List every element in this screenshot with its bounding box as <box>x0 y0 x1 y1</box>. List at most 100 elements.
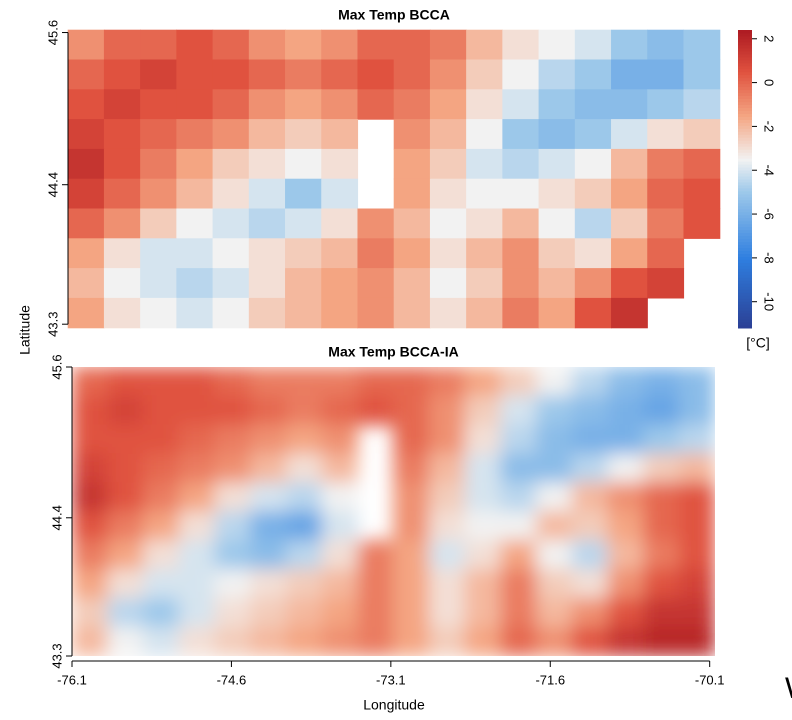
cell <box>357 209 394 239</box>
cell <box>249 179 286 209</box>
cell <box>213 60 250 90</box>
colorbar-step <box>738 131 752 134</box>
cell <box>683 149 720 179</box>
cell <box>249 30 286 60</box>
cell <box>179 453 215 483</box>
cell <box>140 119 177 149</box>
cell <box>143 598 179 628</box>
y-tick-label: 45.6 <box>49 354 64 379</box>
cell <box>68 119 105 149</box>
cell <box>107 540 143 570</box>
cell <box>140 209 177 239</box>
cell <box>179 598 215 628</box>
cell <box>104 30 141 60</box>
cell <box>643 511 679 541</box>
cell <box>107 598 143 628</box>
cell <box>429 396 465 426</box>
cell <box>321 60 358 90</box>
cell <box>536 425 572 455</box>
colorbar-step <box>738 265 752 268</box>
cell <box>176 30 213 60</box>
cell <box>465 511 501 541</box>
colorbar-tick-label: -6 <box>762 208 777 220</box>
cell <box>539 30 576 60</box>
cell <box>68 30 105 60</box>
cell <box>72 540 108 570</box>
cell <box>321 298 358 328</box>
colorbar-step <box>738 78 752 81</box>
cell <box>357 540 393 570</box>
colorbar-step <box>738 295 752 298</box>
cell <box>611 30 648 60</box>
cell <box>104 268 141 298</box>
cell <box>357 268 394 298</box>
colorbar-step <box>738 188 752 191</box>
colorbar-step <box>738 39 752 42</box>
colorbar-step <box>738 271 752 274</box>
cell <box>643 396 679 426</box>
cell <box>608 511 644 541</box>
cell <box>539 119 576 149</box>
cell <box>539 149 576 179</box>
cell <box>394 179 431 209</box>
cell <box>500 453 536 483</box>
cell <box>285 298 322 328</box>
cell <box>215 425 251 455</box>
cell <box>502 119 539 149</box>
cell <box>465 598 501 628</box>
colorbar-step <box>738 245 752 248</box>
cell <box>575 89 612 119</box>
cell <box>608 540 644 570</box>
cell <box>215 482 251 512</box>
colorbar-step <box>738 256 752 259</box>
colorbar-tick-label: -8 <box>762 252 777 264</box>
cell <box>249 268 286 298</box>
colorbar-step <box>738 66 752 69</box>
cell <box>322 367 358 397</box>
colorbar-step <box>738 63 752 66</box>
cell <box>393 367 429 397</box>
cell <box>536 396 572 426</box>
colorbar-step <box>738 33 752 36</box>
colorbar-step <box>738 93 752 96</box>
cell <box>394 119 431 149</box>
cell <box>643 367 679 397</box>
colorbar-step <box>738 107 752 110</box>
colorbar-step <box>738 274 752 277</box>
cell <box>430 119 467 149</box>
cell <box>357 396 393 426</box>
cell <box>430 30 467 60</box>
cell <box>394 89 431 119</box>
cell <box>393 569 429 599</box>
cell <box>104 298 141 328</box>
colorbar-step <box>738 254 752 257</box>
cell <box>321 119 358 149</box>
cell <box>394 60 431 90</box>
cell <box>575 179 612 209</box>
cell <box>213 298 250 328</box>
cell <box>68 149 105 179</box>
cell <box>683 60 720 90</box>
cell <box>500 569 536 599</box>
colorbar-step <box>738 45 752 48</box>
cell <box>393 540 429 570</box>
y-tick-label: 44.4 <box>49 505 64 530</box>
cell <box>608 367 644 397</box>
cell <box>575 209 612 239</box>
cell <box>466 298 503 328</box>
cell <box>536 627 572 657</box>
cell <box>250 396 286 426</box>
cell <box>321 209 358 239</box>
cut-off-text: W <box>785 672 792 705</box>
cell <box>322 569 358 599</box>
colorbar-step <box>738 209 752 212</box>
colorbar-step <box>738 54 752 57</box>
colorbar-step <box>738 298 752 301</box>
colorbar-step <box>738 155 752 158</box>
cell <box>394 209 431 239</box>
colorbar-step <box>738 122 752 125</box>
cell <box>107 453 143 483</box>
raster-smooth <box>72 367 716 657</box>
colorbar-step <box>738 173 752 176</box>
cell <box>536 598 572 628</box>
